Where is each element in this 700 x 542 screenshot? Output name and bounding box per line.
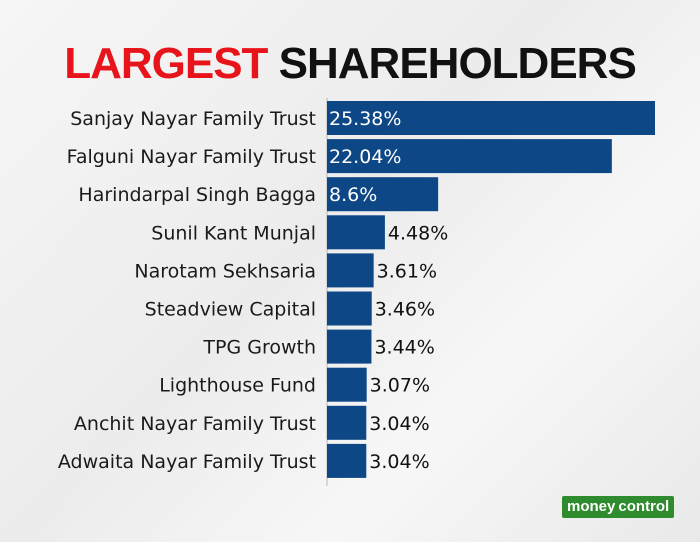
bar: [327, 291, 372, 326]
value-label: 8.6%: [329, 184, 377, 206]
category-label: Sanjay Nayar Family Trust: [70, 108, 316, 130]
category-label: Steadview Capital: [145, 299, 316, 321]
bar: [327, 215, 385, 250]
moneycontrol-logo: money control: [562, 496, 675, 518]
bar: [327, 139, 612, 174]
category-label: Falguni Nayar Family Trust: [67, 146, 316, 168]
value-label: 3.44%: [374, 337, 434, 359]
value-label: 3.07%: [370, 375, 430, 397]
category-label: Adwaita Nayar Family Trust: [58, 451, 316, 473]
value-label: 3.04%: [369, 413, 429, 435]
title-highlight: LARGEST: [64, 39, 268, 88]
title-main: SHAREHOLDERS: [278, 39, 637, 88]
chart-title: LARGEST SHAREHOLDERS: [0, 38, 700, 90]
category-label: Anchit Nayar Family Trust: [74, 413, 316, 435]
value-label: 25.38%: [329, 108, 401, 130]
value-label: 22.04%: [329, 146, 401, 168]
logo-part-money: money: [562, 496, 619, 518]
category-label: Sunil Kant Munjal: [151, 222, 316, 244]
bar: [327, 101, 655, 135]
bar: [327, 443, 367, 478]
value-label: 3.46%: [375, 299, 435, 321]
value-label: 4.48%: [388, 222, 448, 244]
category-label: TPG Growth: [202, 337, 316, 359]
value-label: 3.04%: [369, 451, 429, 473]
category-label: Narotam Sekhsaria: [134, 260, 316, 282]
logo-part-control: control: [618, 496, 675, 518]
bar: [327, 367, 367, 402]
bar: [327, 177, 439, 212]
bar: [327, 329, 372, 364]
bar: [327, 253, 374, 288]
category-label: Harindarpal Singh Bagga: [78, 184, 316, 206]
category-label: Lighthouse Fund: [159, 375, 316, 397]
value-label: 3.61%: [377, 260, 437, 282]
bar: [327, 405, 367, 440]
